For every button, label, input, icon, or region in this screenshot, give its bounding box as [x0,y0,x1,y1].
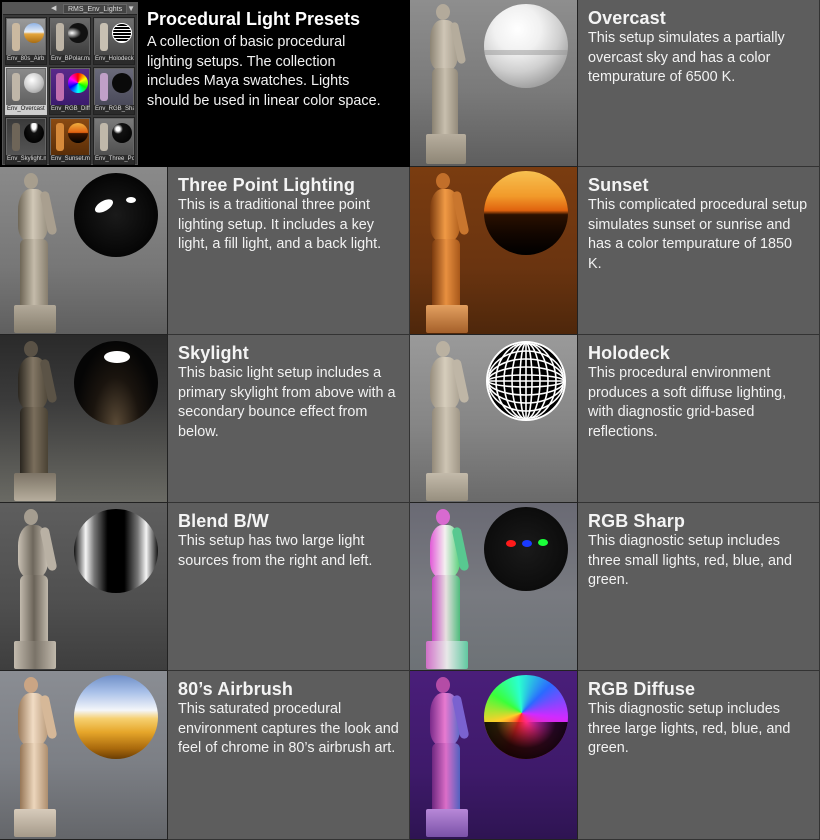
statue-render [422,341,486,501]
shelf-swatch-rgb-diffuse[interactable]: Env_RGB_Diff [49,67,91,115]
shelf-swatch-rgb-sharp[interactable]: Env_RGB_Shar [93,67,135,115]
preset-title: Skylight [178,343,249,363]
shelf-swatch-bpolar[interactable]: Env_BPolar.ma [49,17,91,65]
preset-card-overcast: Overcast This setup simulates a partiall… [578,0,820,167]
shelf-swatch-skylight[interactable]: Env_Skylight.ma [5,117,47,165]
preset-title: RGB Diffuse [588,679,696,699]
shelf-swatch-label: Env_Holodeck [94,55,134,64]
preset-card-sunset: Sunset This complicated procedural setup… [578,167,820,335]
preset-card-rgb-sharp: RGB Sharp This diagnostic setup includes… [578,503,820,671]
shelf-tab-bar: ◀ RMS_Env_Lights ▼ [3,3,137,15]
shelf-swatch-overcast[interactable]: Env_Overcast [5,67,47,115]
statue-render [10,173,74,333]
preset-description: This basic light setup includes a primar… [178,365,396,440]
preset-description: This is a traditional three point lighti… [178,197,382,253]
shelf-swatch-80s-airbrush[interactable]: Env_80s_Airb [5,17,47,65]
preset-thumbnail-skylight [0,335,168,503]
preset-description: This diagnostic setup includes three sma… [588,533,792,589]
shelf-scroll-arrow-icon[interactable]: ◀ [51,5,57,12]
header-panel: ◀ RMS_Env_Lights ▼ Env_80s_Airb [0,0,410,167]
preset-description: This procedural environment produces a s… [588,365,787,440]
preset-description: This setup has two large light sources f… [178,533,373,569]
preset-description: This complicated procedural setup simula… [588,197,808,272]
preset-thumbnail-blend-bw [0,503,168,671]
preset-title: Holodeck [588,343,670,363]
preset-description: This diagnostic setup includes three lar… [588,701,791,757]
maya-shelf: ◀ RMS_Env_Lights ▼ Env_80s_Airb [2,2,138,165]
page-title: Procedural Light Presets [147,9,361,29]
preset-title: Overcast [588,8,666,28]
statue-render [10,341,74,501]
preset-thumbnail-rgb-diffuse [410,671,578,840]
page-description: A collection of basic procedural lightin… [147,34,381,109]
material-sphere [74,341,158,425]
preset-card-blend-bw: Blend B/W This setup has two large light… [168,503,410,671]
preset-title: RGB Sharp [588,511,685,531]
preset-description: This setup simulates a partially overcas… [588,30,785,86]
material-sphere [484,4,568,88]
preset-thumbnail-sunset [410,167,578,335]
statue-render [422,173,486,333]
shelf-swatch-label: Env_RGB_Diff [50,105,90,114]
preset-title: Sunset [588,175,649,195]
shelf-swatch-three-point[interactable]: Env_Three_Po [93,117,135,165]
preset-title: Three Point Lighting [178,175,355,195]
preset-thumbnail-80s-airbrush [0,671,168,840]
preset-thumbnail-three-point [0,167,168,335]
material-sphere [484,507,568,591]
shelf-swatch-label: Env_Overcast [6,105,46,114]
preset-title: 80’s Airbrush [178,679,294,699]
preset-card-holodeck: Holodeck This procedural environment pro… [578,335,820,503]
preset-card-80s-airbrush: 80’s Airbrush This saturated procedural … [168,671,410,840]
preset-thumbnail-holodeck [410,335,578,503]
material-sphere [486,341,566,421]
shelf-swatch-label: Env_BPolar.ma [50,55,90,64]
statue-render [422,677,486,837]
shelf-menu-icon[interactable]: ▼ [127,4,135,13]
material-sphere [484,675,568,759]
shelf-swatch-label: Env_80s_Airb [6,55,46,64]
shelf-swatch-label: Env_Three_Po [94,155,134,164]
statue-render [422,509,486,669]
preset-title: Blend B/W [178,511,269,531]
preset-card-rgb-diffuse: RGB Diffuse This diagnostic setup includ… [578,671,820,840]
material-sphere [74,675,158,759]
shelf-swatch-label: Env_Skylight.ma [6,155,46,164]
preset-thumbnail-rgb-sharp [410,503,578,671]
shelf-swatch-sunset[interactable]: Env_Sunset.ma [49,117,91,165]
preset-card-three-point: Three Point Lighting This is a tradition… [168,167,410,335]
shelf-tab[interactable]: RMS_Env_Lights [63,4,128,14]
shelf-swatch-label: Env_RGB_Shar [94,105,134,114]
statue-render [10,677,74,837]
statue-render [10,509,74,669]
material-sphere [74,509,158,593]
statue-render [422,4,482,164]
material-sphere [484,171,568,255]
shelf-swatch-holodeck[interactable]: Env_Holodeck [93,17,135,65]
preset-card-skylight: Skylight This basic light setup includes… [168,335,410,503]
shelf-swatch-label: Env_Sunset.ma [50,155,90,164]
preset-thumbnail-overcast [410,0,578,167]
shelf-swatch-grid: Env_80s_Airb Env_BPolar.ma Env_Holodeck [3,15,137,167]
material-sphere [74,173,158,257]
preset-description: This saturated procedural environment ca… [178,701,399,757]
